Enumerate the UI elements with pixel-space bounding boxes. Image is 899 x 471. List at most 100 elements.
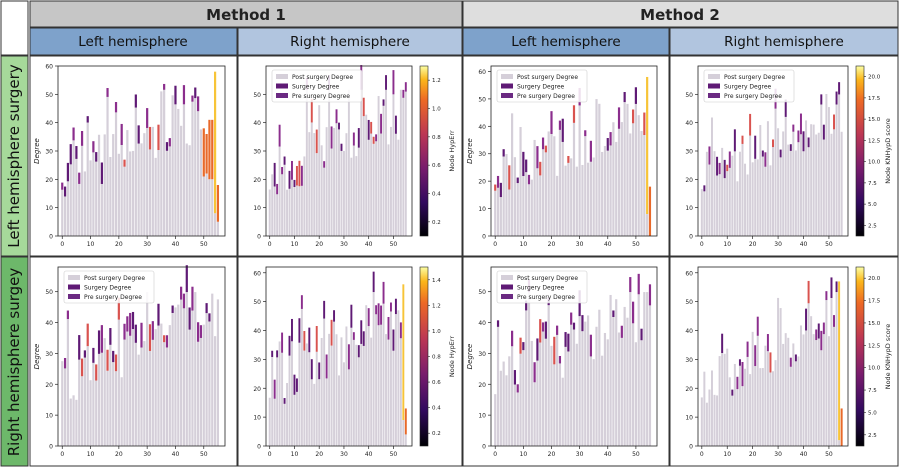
bar-cap bbox=[281, 332, 284, 353]
axes-frame bbox=[57, 266, 226, 447]
bar bbox=[347, 89, 350, 236]
x-tick-label: 50 bbox=[825, 241, 833, 248]
bar-cap bbox=[631, 109, 635, 124]
bar bbox=[148, 149, 152, 236]
bar bbox=[276, 357, 279, 446]
row-label-1: Left hemisphere surgery bbox=[5, 64, 23, 248]
bar-cap bbox=[623, 92, 626, 103]
bar bbox=[629, 292, 632, 446]
bar bbox=[330, 148, 333, 236]
bar bbox=[807, 147, 810, 236]
x-tick-label: 30 bbox=[143, 241, 151, 248]
bar-cap bbox=[117, 297, 120, 320]
bar-cap bbox=[100, 162, 103, 184]
bar bbox=[810, 316, 813, 446]
colorbar bbox=[855, 266, 865, 447]
bar-cap bbox=[295, 378, 298, 392]
panels: 0 10 20 30 40 50 60 0 10 20 30 40 50 Degree 0 10 20 30 40 5… bbox=[29, 55, 899, 467]
bar-cap bbox=[723, 159, 726, 179]
bar bbox=[723, 353, 726, 446]
bar-cap bbox=[114, 354, 118, 372]
y-tick-label: 30 bbox=[45, 351, 53, 358]
bar bbox=[399, 89, 402, 236]
bar-cap bbox=[97, 330, 101, 354]
bar bbox=[731, 155, 734, 236]
bar-cap bbox=[496, 320, 500, 327]
bar-cap bbox=[749, 113, 752, 136]
bar-cap bbox=[558, 355, 562, 364]
bar-cap bbox=[66, 162, 70, 182]
bar bbox=[713, 151, 716, 236]
bar bbox=[617, 332, 621, 446]
bar bbox=[629, 133, 632, 236]
bar bbox=[367, 326, 370, 446]
axes-frame bbox=[697, 266, 849, 447]
bar bbox=[769, 165, 772, 236]
bar bbox=[197, 111, 200, 236]
axes-frame bbox=[265, 266, 413, 447]
bar-cap bbox=[80, 131, 84, 146]
y-tick-label: 10 bbox=[45, 413, 53, 420]
bar bbox=[320, 337, 323, 446]
bar bbox=[143, 133, 146, 236]
bar bbox=[718, 356, 721, 446]
bar bbox=[126, 331, 129, 446]
x-tick-label: 50 bbox=[200, 241, 208, 248]
bar bbox=[756, 159, 759, 236]
bar bbox=[313, 133, 316, 236]
bar bbox=[595, 99, 598, 237]
bar-cap bbox=[377, 303, 380, 326]
bar-cap bbox=[522, 342, 525, 351]
legend-label: Post surgery Degree bbox=[724, 74, 785, 81]
y-tick-label: 50 bbox=[685, 92, 693, 99]
bar-cap bbox=[325, 354, 328, 379]
bar bbox=[202, 176, 205, 236]
bar bbox=[357, 357, 360, 446]
bar-cap bbox=[330, 126, 333, 149]
bar bbox=[310, 379, 313, 446]
bar bbox=[738, 365, 741, 446]
bar bbox=[539, 175, 542, 236]
bar bbox=[541, 149, 545, 236]
bar bbox=[165, 347, 169, 446]
bar bbox=[716, 395, 719, 446]
bar bbox=[394, 133, 397, 236]
bar bbox=[177, 304, 180, 446]
bar-cap bbox=[830, 277, 833, 298]
y-tick-label: 40 bbox=[45, 320, 53, 327]
legend-swatch bbox=[276, 93, 288, 98]
bar-cap bbox=[163, 83, 166, 90]
colorbar-tick-label: 10.0 bbox=[868, 160, 881, 166]
bar bbox=[340, 150, 343, 236]
bar bbox=[288, 355, 291, 446]
bar bbox=[298, 342, 301, 446]
bar bbox=[298, 186, 301, 236]
y-tick-label: 20 bbox=[253, 177, 261, 184]
bar-cap bbox=[637, 273, 640, 295]
x-tick-label: 0 bbox=[268, 451, 272, 458]
bar bbox=[751, 331, 754, 446]
x-tick-label: 40 bbox=[800, 451, 808, 458]
bar bbox=[370, 133, 373, 236]
bar bbox=[92, 152, 95, 236]
bar bbox=[505, 375, 508, 446]
bar bbox=[335, 334, 338, 446]
bar-cap bbox=[120, 123, 123, 145]
bar-cap bbox=[171, 305, 174, 313]
y-tick-label: 30 bbox=[253, 357, 261, 364]
y-tick-label: 30 bbox=[253, 149, 261, 156]
bar bbox=[377, 96, 380, 236]
bar bbox=[392, 350, 395, 446]
bar-cap bbox=[833, 315, 836, 327]
bar-cap bbox=[191, 95, 194, 102]
bar bbox=[112, 362, 115, 446]
bar-cap bbox=[589, 334, 592, 357]
bar bbox=[792, 131, 795, 236]
bar bbox=[749, 374, 752, 446]
bar-cap bbox=[114, 102, 118, 113]
colorbar-tick-label: 20.0 bbox=[868, 276, 881, 282]
bar bbox=[612, 122, 615, 236]
bar bbox=[283, 164, 286, 236]
bar bbox=[744, 368, 747, 446]
bar bbox=[295, 185, 298, 236]
